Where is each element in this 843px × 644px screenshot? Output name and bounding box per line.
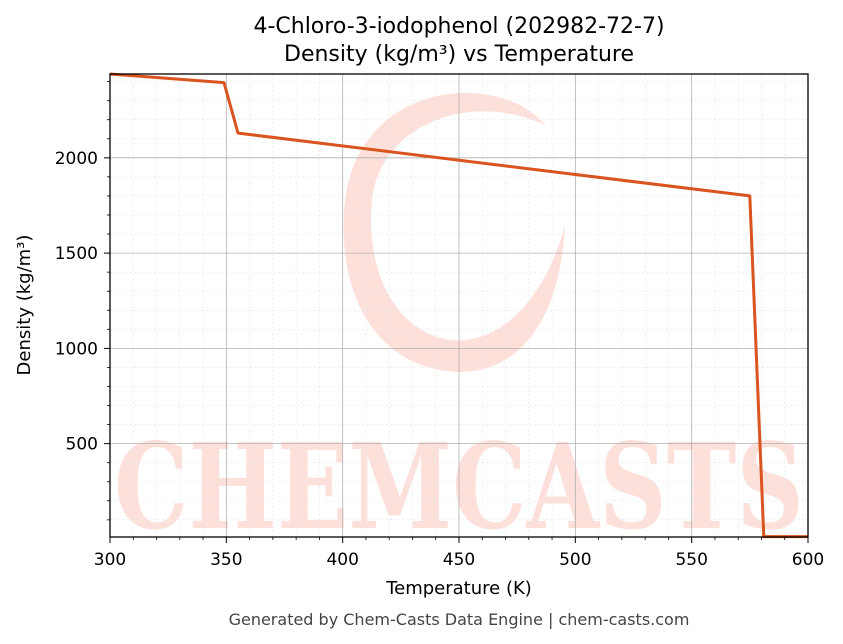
y-tick-label: 1000 <box>55 339 98 359</box>
y-tick-label: 1500 <box>55 244 98 264</box>
footer-credit: Generated by Chem-Casts Data Engine | ch… <box>229 610 690 629</box>
y-tick-label: 2000 <box>55 149 98 169</box>
x-tick-label: 450 <box>443 550 475 570</box>
y-tick-label: 500 <box>66 435 98 455</box>
x-tick-label: 350 <box>210 550 242 570</box>
x-tick-label: 550 <box>675 550 707 570</box>
axis-tick-labels: 300 350 400 450 500 550 600 500 1000 1500 2000 <box>55 149 824 570</box>
chart-title-line2: Density (kg/m³) vs Temperature <box>284 42 634 67</box>
x-tick-label: 300 <box>94 550 126 570</box>
axis-ticks <box>104 81 809 543</box>
x-axis-label: Temperature (K) <box>385 578 532 599</box>
x-tick-label: 500 <box>559 550 591 570</box>
x-tick-label: 600 <box>792 550 824 570</box>
major-grid <box>109 74 809 537</box>
chart-title-line1: 4-Chloro-3-iodophenol (202982-72-7) <box>253 14 664 39</box>
x-tick-label: 400 <box>326 550 358 570</box>
y-axis-label: Density (kg/m³) <box>14 235 35 376</box>
